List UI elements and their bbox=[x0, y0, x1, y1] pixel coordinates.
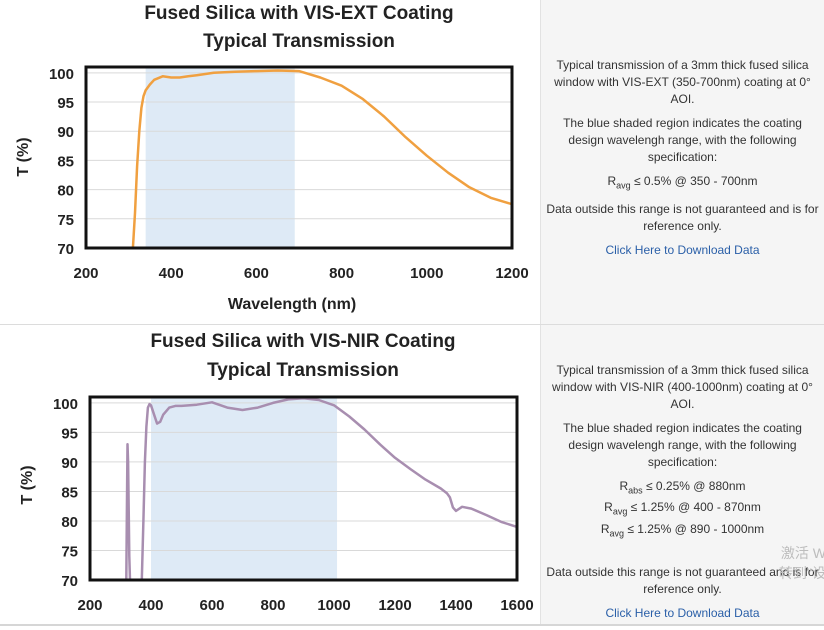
chart-cell-2: Fused Silica with VIS-NIR Coating Typica… bbox=[0, 325, 540, 625]
row-divider bbox=[0, 324, 824, 325]
y-tick-label: 90 bbox=[61, 455, 78, 472]
spec-line: Ravg ≤ 0.5% @ 350 - 700nm bbox=[607, 174, 758, 191]
y-tick-label: 95 bbox=[61, 425, 78, 442]
gridlines bbox=[90, 402, 517, 551]
y-tick-label: 100 bbox=[53, 396, 78, 413]
chart-row-2: Fused Silica with VIS-NIR Coating Typica… bbox=[0, 325, 824, 625]
description-panel: Typical transmission of a 3mm thick fuse… bbox=[541, 0, 824, 324]
chart-title: Fused Silica with VIS-NIR Coating bbox=[150, 331, 455, 352]
spec-line: Rabs ≤ 0.25% @ 880nm bbox=[619, 479, 746, 496]
download-data-link[interactable]: Click Here to Download Data bbox=[605, 606, 760, 621]
series-line bbox=[131, 69, 513, 249]
description-panel: Typical transmission of a 3mm thick fuse… bbox=[541, 325, 824, 625]
x-ticks: 200 400 600 800 1000 1200 bbox=[73, 265, 528, 282]
download-data-link[interactable]: Click Here to Download Data bbox=[605, 243, 760, 258]
x-tick-label: 800 bbox=[329, 265, 354, 282]
y-tick-label: 75 bbox=[61, 543, 78, 560]
y-axis-label: T (%) bbox=[15, 137, 32, 176]
y-tick-label: 80 bbox=[57, 183, 74, 200]
y-tick-label: 90 bbox=[57, 124, 74, 141]
x-tick-label: 1000 bbox=[410, 265, 443, 282]
series-line bbox=[125, 396, 518, 582]
chart-cell-1: Fused Silica with VIS-EXT Coating Typica… bbox=[0, 0, 540, 324]
description-text: Typical transmission of a 3mm thick fuse… bbox=[552, 363, 813, 411]
x-tick-label: 1000 bbox=[317, 597, 350, 614]
y-ticks: 70 75 80 85 90 95 100 bbox=[49, 66, 74, 258]
chart-svg: Fused Silica with VIS-EXT Coating Typica… bbox=[15, 3, 529, 313]
description-text: The blue shaded region indicates the coa… bbox=[563, 116, 802, 164]
y-tick-label: 85 bbox=[61, 484, 78, 501]
y-tick-label: 75 bbox=[57, 212, 74, 229]
shaded-region bbox=[151, 397, 338, 580]
spec-list: Ravg ≤ 0.5% @ 350 - 700nm bbox=[541, 173, 824, 194]
chart-row-1: Fused Silica with VIS-EXT Coating Typica… bbox=[0, 0, 824, 324]
x-tick-label: 400 bbox=[159, 265, 184, 282]
spec-list: Rabs ≤ 0.25% @ 880nm Ravg ≤ 1.25% @ 400 … bbox=[541, 478, 824, 542]
x-tick-label: 200 bbox=[77, 597, 102, 614]
disclaimer-text: Data outside this range is not guarantee… bbox=[546, 202, 819, 234]
plot-frame bbox=[88, 395, 519, 582]
watermark-line: 转到"设 bbox=[779, 565, 824, 581]
y-ticks: 70 75 80 85 90 95 100 bbox=[53, 396, 78, 590]
x-tick-label: 600 bbox=[199, 597, 224, 614]
gridlines bbox=[86, 72, 512, 220]
description-text: Typical transmission of a 3mm thick fuse… bbox=[554, 58, 811, 106]
y-tick-label: 70 bbox=[57, 241, 74, 258]
x-tick-label: 800 bbox=[260, 597, 285, 614]
spec-line: Ravg ≤ 1.25% @ 890 - 1000nm bbox=[600, 521, 765, 539]
y-tick-label: 70 bbox=[61, 573, 78, 590]
y-tick-label: 95 bbox=[57, 95, 74, 112]
x-tick-label: 1200 bbox=[378, 597, 411, 614]
bottom-border bbox=[0, 624, 824, 626]
plot-frame bbox=[84, 65, 514, 250]
x-tick-label: 400 bbox=[138, 597, 163, 614]
activation-watermark: 激活 W 转到"设 bbox=[779, 543, 824, 583]
y-tick-label: 100 bbox=[49, 66, 74, 83]
description-text: The blue shaded region indicates the coa… bbox=[563, 421, 802, 469]
x-tick-label: 1200 bbox=[495, 265, 528, 282]
y-tick-label: 85 bbox=[57, 153, 74, 170]
chart-title: Fused Silica with VIS-EXT Coating bbox=[144, 3, 453, 24]
x-tick-label: 1400 bbox=[439, 597, 472, 614]
spec-line: Ravg ≤ 1.25% @ 400 - 870nm bbox=[604, 500, 761, 517]
y-axis-label: T (%) bbox=[19, 465, 36, 504]
chart-subtitle: Typical Transmission bbox=[203, 31, 395, 52]
divider bbox=[540, 325, 541, 625]
watermark-line: 激活 W bbox=[780, 545, 824, 561]
disclaimer-text: Data outside this range is not guarantee… bbox=[546, 565, 819, 597]
x-ticks: 200 400 600 800 1000 1200 1400 1600 bbox=[77, 597, 533, 614]
x-tick-label: 600 bbox=[244, 265, 269, 282]
x-tick-label: 1600 bbox=[500, 597, 533, 614]
chart-subtitle: Typical Transmission bbox=[207, 360, 399, 381]
shaded-region bbox=[145, 67, 295, 248]
divider bbox=[540, 0, 541, 324]
x-axis-label: Wavelength (nm) bbox=[228, 296, 356, 313]
y-tick-label: 80 bbox=[61, 514, 78, 531]
chart-svg: Fused Silica with VIS-NIR Coating Typica… bbox=[19, 331, 534, 614]
x-tick-label: 200 bbox=[73, 265, 98, 282]
